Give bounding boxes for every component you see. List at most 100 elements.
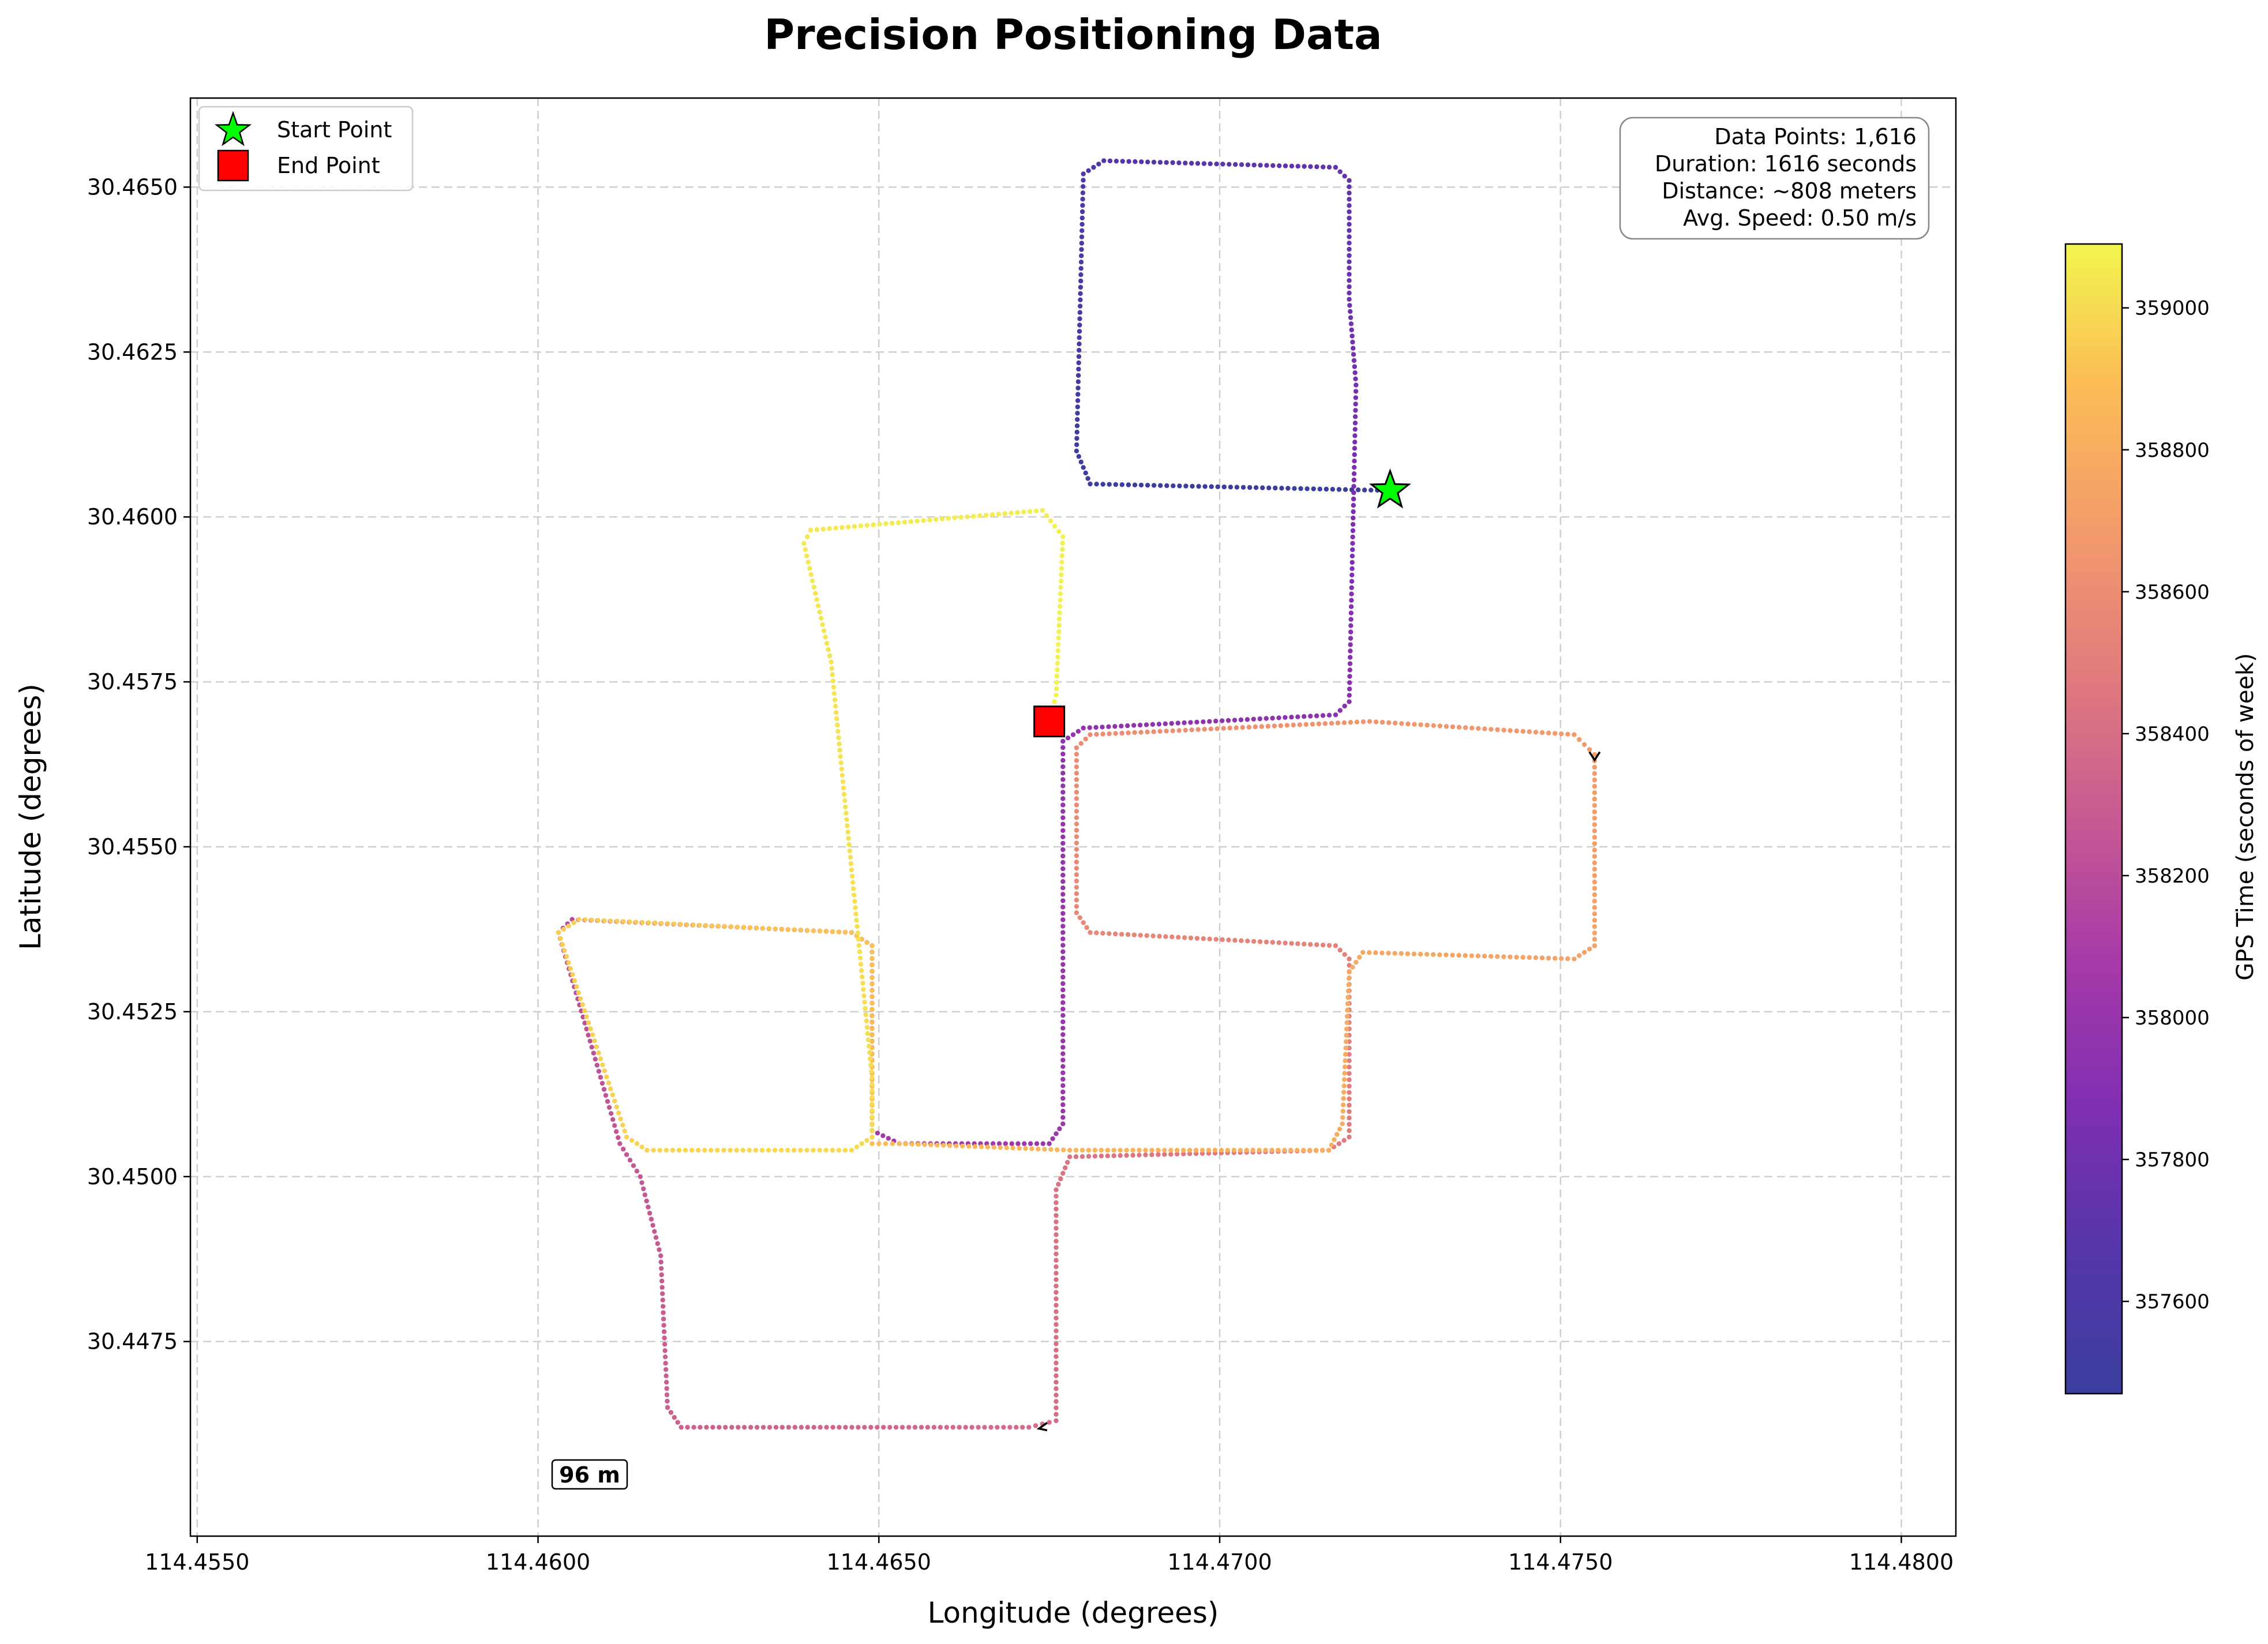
trajectory-point <box>602 1068 608 1074</box>
trajectory-point <box>1577 737 1582 742</box>
trajectory-point <box>1074 436 1079 441</box>
trajectory-point <box>1169 934 1175 940</box>
trajectory-point <box>786 1425 792 1430</box>
trajectory-point <box>1214 726 1220 731</box>
trajectory-point <box>1056 529 1062 534</box>
trajectory-point <box>1100 725 1105 730</box>
trajectory-point <box>1592 943 1597 948</box>
trajectory-point <box>1352 440 1358 445</box>
trajectory-point <box>1060 1089 1066 1095</box>
trajectory-point <box>1354 719 1360 725</box>
trajectory-point <box>716 924 721 929</box>
trajectory-point <box>1308 942 1313 947</box>
trajectory-point <box>1076 366 1081 372</box>
trajectory-point <box>558 936 563 941</box>
trajectory-point <box>647 1210 653 1216</box>
trajectory-point <box>931 1425 937 1430</box>
trajectory-point <box>820 622 825 628</box>
trajectory-point <box>1345 994 1351 1000</box>
trajectory-point <box>659 921 664 926</box>
trajectory-point <box>556 930 561 935</box>
trajectory-point <box>837 1425 842 1430</box>
trajectory-point <box>740 1147 745 1153</box>
trajectory-point <box>1347 1071 1352 1076</box>
trajectory-point <box>1539 955 1545 960</box>
trajectory-point <box>1592 905 1597 910</box>
trajectory-point <box>627 919 632 925</box>
legend-square-icon <box>217 149 249 182</box>
trajectory-point <box>869 1114 875 1120</box>
trajectory-point <box>1351 346 1356 351</box>
trajectory-point <box>1349 585 1354 590</box>
trajectory-point <box>805 534 810 539</box>
trajectory-point <box>598 1056 603 1061</box>
trajectory-point <box>1351 483 1356 489</box>
trajectory-point <box>852 892 857 898</box>
trajectory-point <box>646 920 651 925</box>
trajectory-point <box>946 516 951 521</box>
trajectory-point <box>1301 1147 1306 1153</box>
trajectory-point <box>664 1392 670 1398</box>
trajectory-point <box>1336 1141 1341 1146</box>
trajectory-point <box>1527 729 1532 734</box>
trajectory-point <box>1054 1309 1059 1315</box>
trajectory-point <box>1201 719 1206 725</box>
trajectory-point <box>1220 162 1225 167</box>
trajectory-point <box>804 553 809 558</box>
trajectory-point <box>1074 898 1079 903</box>
trajectory-point <box>1539 730 1545 735</box>
trajectory-point <box>1206 1147 1212 1153</box>
trajectory-point <box>1352 459 1357 464</box>
trajectory-point <box>869 1121 875 1127</box>
trajectory-point <box>621 1146 626 1152</box>
trajectory-point <box>1074 885 1079 890</box>
trajectory-point <box>566 924 571 929</box>
trajectory-point <box>1195 727 1201 732</box>
trajectory-point <box>1347 190 1352 196</box>
trajectory-point <box>642 1192 648 1198</box>
trajectory-point <box>653 920 658 926</box>
trajectory-point <box>869 988 875 993</box>
trajectory-point <box>1444 952 1449 958</box>
trajectory-point <box>1352 427 1358 432</box>
grid-layer <box>190 98 1956 1536</box>
trajectory-point <box>869 1101 875 1107</box>
trajectory-point <box>1353 395 1358 400</box>
trajectory-point <box>1289 163 1295 169</box>
trajectory-point <box>820 527 826 532</box>
trajectory-point <box>1347 693 1352 698</box>
trajectory-point <box>1367 950 1372 955</box>
trajectory-point <box>823 1147 829 1153</box>
start-point-star-icon <box>1369 468 1411 509</box>
trajectory-point <box>1314 164 1319 170</box>
trajectory-point <box>1054 1131 1059 1136</box>
trajectory-point <box>816 603 821 609</box>
trajectory-point <box>844 810 849 816</box>
trajectory-point <box>1114 159 1119 164</box>
trajectory-point <box>1079 241 1085 246</box>
trajectory-point <box>1297 722 1302 727</box>
trajectory-point <box>651 1147 656 1153</box>
trajectory-point <box>1181 1147 1186 1153</box>
trajectory-point <box>1351 515 1356 521</box>
trajectory-point <box>1100 482 1105 487</box>
trajectory-point <box>1227 162 1232 167</box>
trajectory-point <box>876 1141 882 1146</box>
trajectory-point <box>1054 1380 1059 1385</box>
trajectory-point <box>1143 1152 1148 1158</box>
trajectory-point <box>1278 723 1283 729</box>
trajectory-point <box>846 842 852 847</box>
trajectory-point <box>811 584 816 590</box>
trajectory-point <box>665 1398 670 1404</box>
trajectory-point <box>1079 1147 1085 1153</box>
trajectory-point <box>1527 955 1532 960</box>
trajectory-point <box>1078 278 1084 284</box>
trajectory-point <box>1295 941 1300 947</box>
colorbar <box>2064 243 2123 1395</box>
trajectory-point <box>1055 1147 1060 1153</box>
trajectory-point <box>1060 1109 1066 1114</box>
trajectory-point <box>859 936 864 942</box>
trajectory-point <box>1592 937 1597 942</box>
trajectory-point <box>1170 160 1175 166</box>
trajectory-point <box>922 1142 927 1147</box>
